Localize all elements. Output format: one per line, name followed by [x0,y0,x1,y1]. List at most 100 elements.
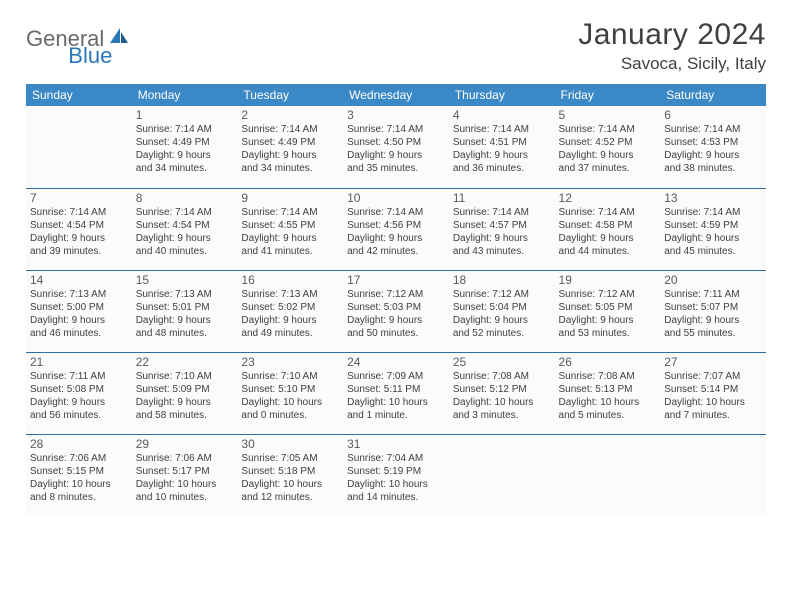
calendar-day-cell: 5Sunrise: 7:14 AMSunset: 4:52 PMDaylight… [555,106,661,188]
day-info-line: Daylight: 10 hours [241,478,339,491]
day-info-line: Sunset: 5:15 PM [30,465,128,478]
day-info-line: Daylight: 9 hours [453,232,551,245]
day-info-line: Sunrise: 7:11 AM [30,370,128,383]
day-info-line: Daylight: 9 hours [136,314,234,327]
weekday-header: Wednesday [343,84,449,106]
location-text: Savoca, Sicily, Italy [578,54,766,74]
day-info-line: and 55 minutes. [664,327,762,340]
calendar-day-cell: 2Sunrise: 7:14 AMSunset: 4:49 PMDaylight… [237,106,343,188]
calendar-day-cell: 8Sunrise: 7:14 AMSunset: 4:54 PMDaylight… [132,188,238,270]
day-info-line: Daylight: 9 hours [347,149,445,162]
day-info-line: Sunrise: 7:08 AM [453,370,551,383]
day-info-line: Sunset: 4:59 PM [664,219,762,232]
day-info-line: Sunset: 4:58 PM [559,219,657,232]
weekday-header: Thursday [449,84,555,106]
weekday-header: Friday [555,84,661,106]
calendar-day-cell: 31Sunrise: 7:04 AMSunset: 5:19 PMDayligh… [343,434,449,516]
day-number: 23 [241,355,339,369]
calendar-day-cell: 25Sunrise: 7:08 AMSunset: 5:12 PMDayligh… [449,352,555,434]
day-info-line: and 12 minutes. [241,491,339,504]
day-info-line: Sunset: 4:55 PM [241,219,339,232]
day-info-line: Daylight: 9 hours [453,149,551,162]
day-info-line: and 35 minutes. [347,162,445,175]
day-info-line: Daylight: 9 hours [136,232,234,245]
day-number: 7 [30,191,128,205]
day-info-line: Sunset: 4:54 PM [136,219,234,232]
calendar-week-row: 14Sunrise: 7:13 AMSunset: 5:00 PMDayligh… [26,270,766,352]
day-info-line: Daylight: 9 hours [664,314,762,327]
day-info-line: Daylight: 10 hours [453,396,551,409]
day-info-line: Daylight: 9 hours [136,149,234,162]
calendar-day-cell: 21Sunrise: 7:11 AMSunset: 5:08 PMDayligh… [26,352,132,434]
day-info-line: Sunrise: 7:05 AM [241,452,339,465]
day-info-line: and 48 minutes. [136,327,234,340]
day-info-line: Daylight: 10 hours [30,478,128,491]
day-info-line: and 3 minutes. [453,409,551,422]
day-number: 28 [30,437,128,451]
day-info-line: Daylight: 10 hours [347,478,445,491]
day-info-line: Daylight: 9 hours [136,396,234,409]
day-info-line: Sunrise: 7:14 AM [453,206,551,219]
day-number: 26 [559,355,657,369]
day-info-line: and 40 minutes. [136,245,234,258]
day-number: 22 [136,355,234,369]
calendar-day-cell: 17Sunrise: 7:12 AMSunset: 5:03 PMDayligh… [343,270,449,352]
calendar-day-cell: 22Sunrise: 7:10 AMSunset: 5:09 PMDayligh… [132,352,238,434]
day-info-line: and 56 minutes. [30,409,128,422]
day-info-line: Sunset: 5:01 PM [136,301,234,314]
day-info-line: Daylight: 9 hours [30,232,128,245]
day-info-line: Sunrise: 7:14 AM [559,123,657,136]
day-info-line: Sunset: 5:13 PM [559,383,657,396]
day-info-line: Daylight: 9 hours [453,314,551,327]
day-info-line: Sunset: 5:04 PM [453,301,551,314]
calendar-week-row: 7Sunrise: 7:14 AMSunset: 4:54 PMDaylight… [26,188,766,270]
calendar-day-cell [449,434,555,516]
weekday-header: Monday [132,84,238,106]
calendar-day-cell: 11Sunrise: 7:14 AMSunset: 4:57 PMDayligh… [449,188,555,270]
day-number: 31 [347,437,445,451]
day-number: 15 [136,273,234,287]
day-number: 2 [241,108,339,122]
calendar-day-cell: 20Sunrise: 7:11 AMSunset: 5:07 PMDayligh… [660,270,766,352]
day-number: 17 [347,273,445,287]
day-number: 27 [664,355,762,369]
calendar-day-cell: 24Sunrise: 7:09 AMSunset: 5:11 PMDayligh… [343,352,449,434]
day-info-line: Daylight: 9 hours [559,149,657,162]
day-info-line: Sunrise: 7:06 AM [30,452,128,465]
calendar-day-cell: 3Sunrise: 7:14 AMSunset: 4:50 PMDaylight… [343,106,449,188]
day-info-line: Sunrise: 7:08 AM [559,370,657,383]
day-info-line: Daylight: 9 hours [559,232,657,245]
calendar-day-cell: 18Sunrise: 7:12 AMSunset: 5:04 PMDayligh… [449,270,555,352]
day-info-line: Sunrise: 7:14 AM [30,206,128,219]
day-info-line: Daylight: 9 hours [241,314,339,327]
weekday-header-row: SundayMondayTuesdayWednesdayThursdayFrid… [26,84,766,106]
day-info-line: Sunrise: 7:12 AM [453,288,551,301]
calendar-day-cell [26,106,132,188]
day-info-line: Sunrise: 7:14 AM [664,123,762,136]
day-info-line: Sunset: 4:51 PM [453,136,551,149]
day-info-line: Daylight: 9 hours [30,396,128,409]
day-info-line: and 42 minutes. [347,245,445,258]
day-info-line: Sunset: 5:07 PM [664,301,762,314]
day-info-line: Sunrise: 7:14 AM [347,206,445,219]
day-number: 13 [664,191,762,205]
day-number: 25 [453,355,551,369]
day-info-line: Daylight: 10 hours [664,396,762,409]
day-info-line: Daylight: 9 hours [241,149,339,162]
weekday-header: Tuesday [237,84,343,106]
day-info-line: Sunrise: 7:09 AM [347,370,445,383]
day-info-line: Sunset: 4:50 PM [347,136,445,149]
calendar-day-cell: 15Sunrise: 7:13 AMSunset: 5:01 PMDayligh… [132,270,238,352]
day-info-line: and 34 minutes. [241,162,339,175]
day-info-line: Sunset: 5:03 PM [347,301,445,314]
day-info-line: Sunset: 5:02 PM [241,301,339,314]
day-number: 18 [453,273,551,287]
day-info-line: Sunset: 5:14 PM [664,383,762,396]
day-info-line: Sunset: 4:56 PM [347,219,445,232]
calendar-day-cell: 10Sunrise: 7:14 AMSunset: 4:56 PMDayligh… [343,188,449,270]
month-title: January 2024 [578,18,766,52]
calendar-day-cell: 30Sunrise: 7:05 AMSunset: 5:18 PMDayligh… [237,434,343,516]
day-info-line: Sunset: 4:54 PM [30,219,128,232]
title-block: January 2024 Savoca, Sicily, Italy [578,18,766,74]
calendar-day-cell: 27Sunrise: 7:07 AMSunset: 5:14 PMDayligh… [660,352,766,434]
